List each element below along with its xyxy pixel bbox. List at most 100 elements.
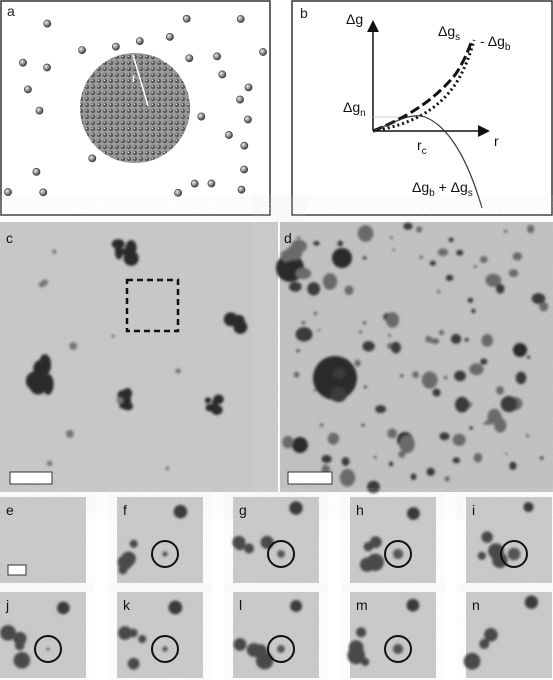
atom bbox=[19, 58, 27, 67]
texture bbox=[466, 497, 552, 583]
particle bbox=[473, 265, 478, 268]
particle bbox=[496, 385, 504, 395]
particles bbox=[276, 222, 549, 494]
particle bbox=[0, 624, 16, 641]
panel-c: c bbox=[0, 222, 278, 492]
particle bbox=[356, 627, 367, 638]
particle bbox=[452, 457, 461, 464]
particle bbox=[313, 388, 317, 392]
nucleus bbox=[277, 550, 285, 558]
particle bbox=[388, 333, 392, 338]
particle bbox=[398, 451, 406, 458]
nucleus bbox=[392, 548, 404, 560]
panel-letter: e bbox=[6, 502, 14, 518]
particle bbox=[301, 320, 306, 325]
particle bbox=[452, 433, 466, 446]
atom bbox=[4, 188, 12, 197]
panel-letter: i bbox=[472, 502, 475, 518]
atom bbox=[135, 37, 144, 46]
panel-letter: a bbox=[7, 3, 15, 19]
particle bbox=[392, 248, 396, 252]
label-part: - Δg bbox=[480, 33, 505, 49]
particle bbox=[527, 224, 535, 234]
particles bbox=[359, 507, 420, 572]
particle bbox=[290, 600, 303, 612]
particle bbox=[26, 373, 48, 385]
atom bbox=[244, 115, 252, 124]
particle bbox=[354, 359, 361, 367]
particle bbox=[321, 454, 332, 463]
label-sub: s bbox=[455, 32, 460, 43]
particle bbox=[232, 535, 246, 549]
zoom-box bbox=[125, 278, 180, 333]
sequence-panel: f bbox=[117, 497, 203, 583]
label-sub: b bbox=[505, 42, 511, 53]
particle bbox=[359, 557, 375, 572]
particle bbox=[391, 341, 401, 354]
highlight-circle bbox=[34, 635, 62, 663]
atom bbox=[240, 165, 249, 174]
particle bbox=[503, 229, 508, 234]
nucleus bbox=[507, 547, 521, 561]
particle bbox=[375, 405, 387, 414]
particle bbox=[114, 244, 123, 260]
particle bbox=[213, 394, 224, 405]
particle bbox=[437, 248, 449, 257]
particle bbox=[165, 466, 170, 471]
sequence-panel: n bbox=[463, 592, 552, 678]
particle bbox=[527, 355, 531, 359]
particle bbox=[57, 601, 70, 615]
label-sub: n bbox=[360, 108, 366, 119]
particle bbox=[295, 327, 313, 342]
atom bbox=[43, 63, 51, 72]
particle bbox=[116, 397, 124, 404]
particle bbox=[332, 248, 352, 268]
particle bbox=[486, 419, 492, 426]
particle bbox=[432, 388, 441, 397]
particle bbox=[69, 342, 78, 351]
nucleus bbox=[277, 645, 285, 653]
label-part: Δg bbox=[438, 23, 455, 39]
particle bbox=[363, 541, 374, 552]
particle bbox=[204, 397, 212, 404]
atom bbox=[259, 48, 267, 56]
particle bbox=[175, 368, 181, 374]
radius-label: r bbox=[132, 71, 136, 85]
label-sub: b bbox=[429, 188, 435, 199]
particle bbox=[317, 329, 321, 332]
scale-bar bbox=[287, 471, 333, 485]
x-axis-label: r bbox=[494, 133, 499, 149]
panel-d: d bbox=[276, 222, 553, 494]
texture bbox=[280, 222, 553, 492]
particle bbox=[438, 329, 445, 336]
particle bbox=[337, 240, 344, 247]
particle bbox=[280, 250, 293, 262]
particle bbox=[410, 473, 417, 481]
particle bbox=[387, 428, 398, 439]
atom bbox=[197, 112, 206, 121]
particle bbox=[439, 432, 450, 441]
panel-letter: j bbox=[5, 597, 9, 613]
radius-line bbox=[132, 54, 149, 107]
particle bbox=[425, 335, 432, 343]
particle bbox=[481, 333, 493, 347]
particles bbox=[117, 504, 188, 575]
particle bbox=[406, 598, 420, 612]
particle bbox=[485, 273, 502, 287]
particles bbox=[463, 595, 539, 670]
nucleus bbox=[162, 646, 168, 652]
panel-letter: c bbox=[6, 230, 13, 246]
particle bbox=[117, 554, 133, 570]
particles bbox=[233, 600, 303, 670]
particle bbox=[430, 338, 440, 345]
particle bbox=[13, 651, 31, 669]
particle bbox=[296, 349, 300, 353]
particle bbox=[412, 371, 419, 379]
label-part: r bbox=[417, 137, 422, 153]
particle bbox=[523, 501, 534, 513]
arrowhead bbox=[367, 20, 379, 32]
particle bbox=[450, 333, 462, 345]
atom bbox=[237, 185, 246, 194]
particle bbox=[327, 432, 340, 445]
